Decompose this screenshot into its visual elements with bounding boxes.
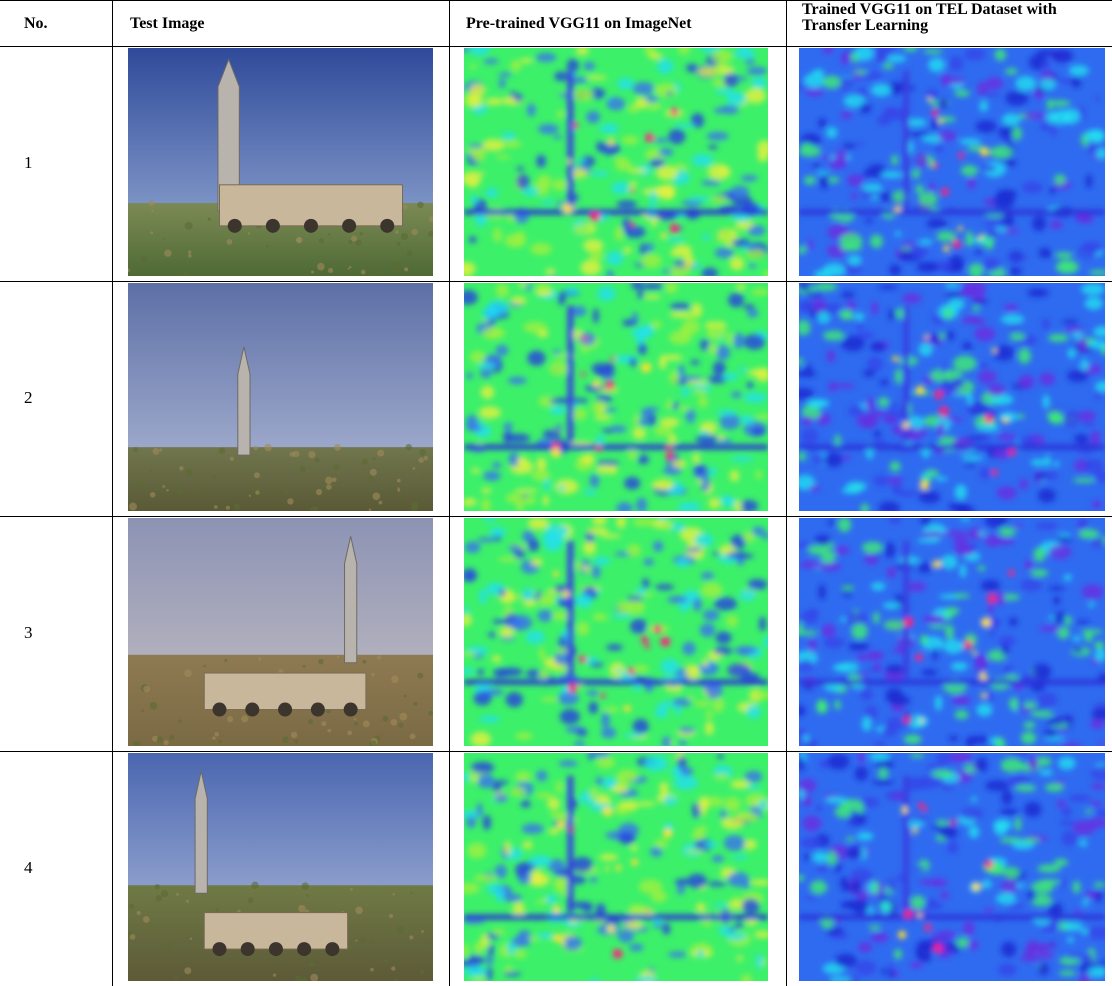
column-rule	[449, 0, 450, 986]
rule	[0, 0, 1112, 1]
header-cell: Test Image	[130, 15, 205, 32]
header-cell: Trained VGG11 on TEL Dataset with Transf…	[802, 1, 1057, 34]
row-number: 4	[24, 858, 33, 877]
rule	[0, 281, 1112, 282]
heatmap-image	[464, 518, 768, 746]
test-image	[128, 518, 433, 746]
heatmap-image	[464, 753, 768, 981]
heatmap-image	[799, 48, 1105, 276]
heatmap-image	[799, 753, 1105, 981]
heatmap-image	[799, 283, 1105, 511]
test-image	[128, 48, 433, 276]
rule	[0, 46, 1112, 47]
test-image	[128, 283, 433, 511]
row-number: 1	[24, 153, 33, 172]
test-image	[128, 753, 433, 981]
rule	[0, 751, 1112, 752]
row-number: 2	[24, 388, 33, 407]
heatmap-image	[464, 283, 768, 511]
header-cell: No.	[24, 15, 48, 32]
column-rule	[786, 0, 787, 986]
heatmap-image	[799, 518, 1105, 746]
rule	[0, 516, 1112, 517]
heatmap-image	[464, 48, 768, 276]
row-number: 3	[24, 623, 33, 642]
header-cell: Pre-trained VGG11 on ImageNet	[466, 15, 692, 32]
column-rule	[112, 0, 113, 986]
